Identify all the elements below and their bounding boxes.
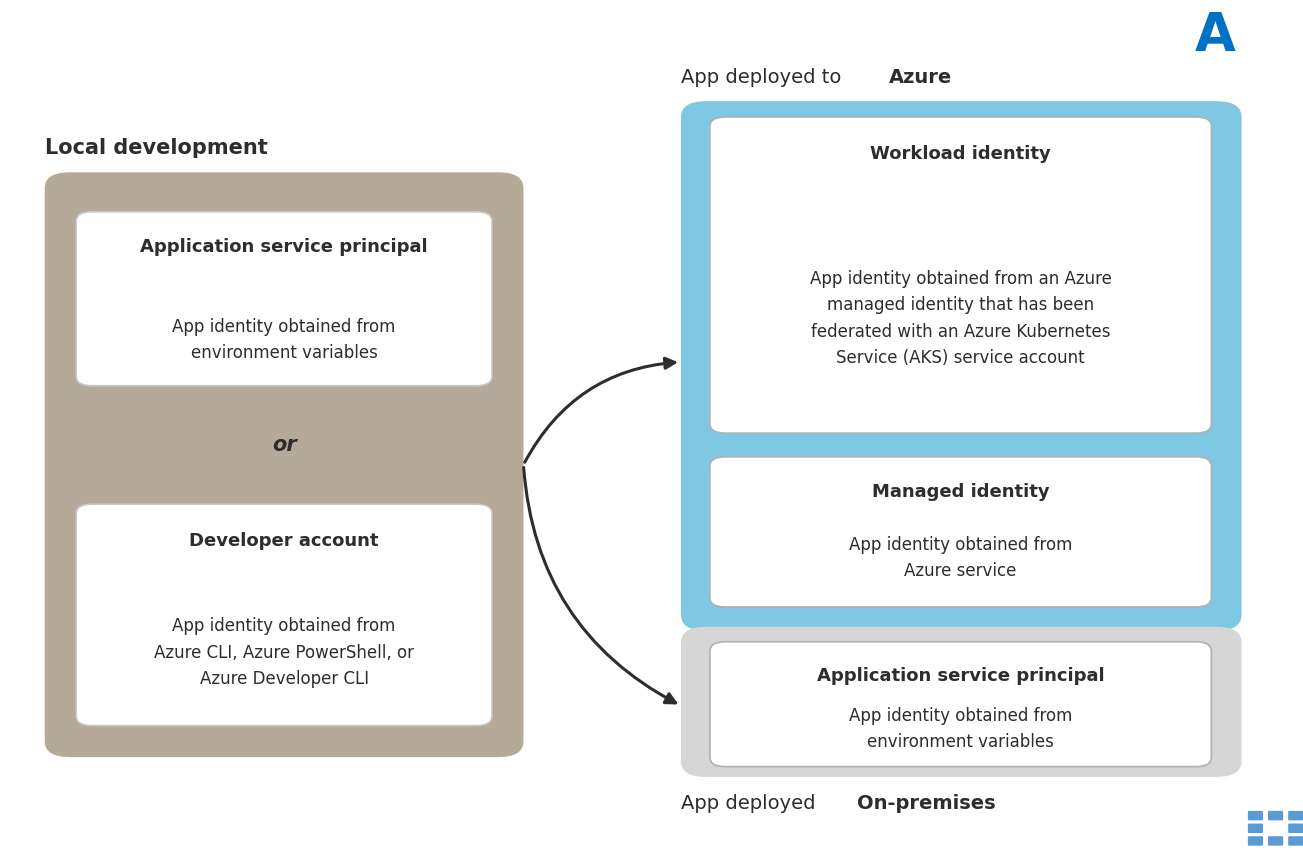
Text: On-premises: On-premises [856, 794, 995, 814]
FancyBboxPatch shape [1268, 837, 1283, 846]
Text: Application service principal: Application service principal [817, 666, 1105, 685]
Text: App identity obtained from an Azure
managed identity that has been
federated wit: App identity obtained from an Azure mana… [809, 270, 1111, 367]
Text: Local development: Local development [44, 138, 267, 158]
FancyBboxPatch shape [1248, 837, 1263, 846]
FancyBboxPatch shape [710, 642, 1212, 767]
Text: A: A [1195, 9, 1235, 61]
Text: App identity obtained from
environment variables: App identity obtained from environment v… [172, 317, 396, 362]
FancyBboxPatch shape [77, 212, 493, 386]
FancyBboxPatch shape [1268, 824, 1283, 833]
FancyBboxPatch shape [44, 172, 524, 757]
Text: App identity obtained from
environment variables: App identity obtained from environment v… [850, 706, 1072, 751]
FancyBboxPatch shape [681, 626, 1242, 777]
FancyBboxPatch shape [1289, 837, 1303, 846]
Text: or: or [272, 435, 296, 455]
FancyBboxPatch shape [710, 457, 1212, 607]
FancyBboxPatch shape [681, 101, 1242, 631]
Text: Managed identity: Managed identity [872, 483, 1049, 501]
FancyBboxPatch shape [710, 117, 1212, 433]
Text: Workload identity: Workload identity [870, 146, 1052, 163]
FancyBboxPatch shape [1268, 811, 1283, 820]
FancyBboxPatch shape [1248, 811, 1263, 820]
Text: App deployed: App deployed [681, 794, 822, 814]
FancyBboxPatch shape [1248, 824, 1263, 833]
FancyBboxPatch shape [1289, 811, 1303, 820]
Text: App deployed to: App deployed to [681, 68, 847, 87]
FancyBboxPatch shape [1289, 824, 1303, 833]
Text: App identity obtained from
Azure CLI, Azure PowerShell, or
Azure Developer CLI: App identity obtained from Azure CLI, Az… [154, 618, 414, 688]
Text: App identity obtained from
Azure service: App identity obtained from Azure service [850, 536, 1072, 580]
Text: Developer account: Developer account [189, 533, 379, 551]
FancyBboxPatch shape [77, 505, 493, 726]
Text: Azure: Azure [889, 68, 952, 87]
Text: Application service principal: Application service principal [141, 238, 427, 256]
